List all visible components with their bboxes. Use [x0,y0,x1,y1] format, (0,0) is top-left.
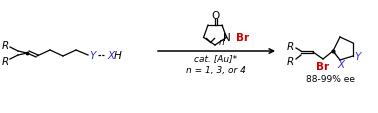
Text: Y: Y [355,52,361,61]
Text: R: R [2,56,9,66]
Text: R: R [287,42,294,52]
Text: 88-99% ee: 88-99% ee [305,74,355,83]
Text: Br: Br [316,61,330,71]
Polygon shape [333,51,340,60]
Text: R: R [287,56,294,66]
Text: O: O [211,11,219,21]
Text: Br: Br [236,33,249,43]
Text: H: H [114,51,122,60]
Text: cat. [Au]*: cat. [Au]* [194,54,237,63]
Text: Y: Y [90,51,96,60]
Text: N: N [223,33,230,43]
Text: X: X [107,51,114,60]
Text: R: R [2,41,9,51]
Text: n = 1, 3, or 4: n = 1, 3, or 4 [186,66,246,75]
Text: X: X [338,59,345,69]
Text: n: n [218,38,224,46]
